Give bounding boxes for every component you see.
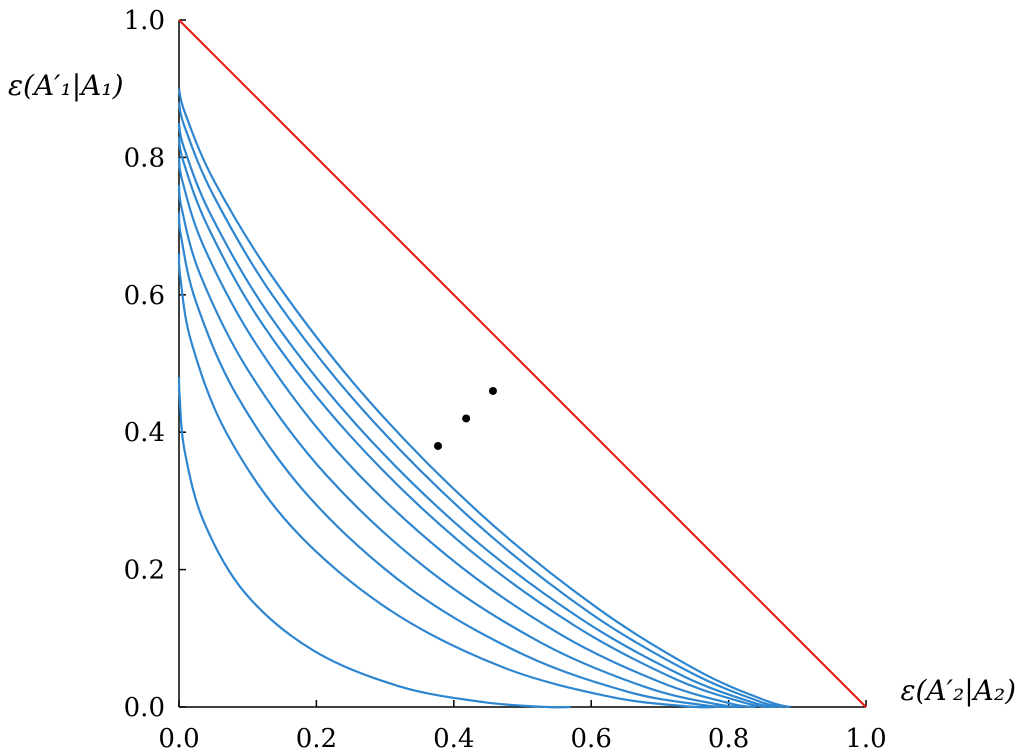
- y-tick-label: 0.8: [124, 143, 165, 173]
- y-tick-label: 0.4: [124, 418, 165, 448]
- curve: [178, 19, 867, 708]
- curve: [177, 88, 791, 709]
- point: [462, 414, 471, 423]
- point: [488, 386, 497, 395]
- x-tick-label: 0.4: [433, 724, 474, 754]
- curve: [177, 253, 715, 709]
- x-tick-label: 0.2: [296, 724, 337, 754]
- curve: [177, 136, 771, 709]
- curve: [177, 212, 729, 709]
- curve: [177, 377, 571, 709]
- x-axis-label: ε(A′₂|A₂): [900, 674, 1016, 707]
- x-tick-label: 0.8: [708, 724, 749, 754]
- y-tick-label: 0.6: [124, 281, 165, 311]
- x-tick-label: 0.6: [571, 724, 612, 754]
- y-tick-label: 0.2: [124, 556, 165, 586]
- point: [433, 441, 442, 450]
- y-axis-label: ε(A′₁|A₁): [8, 69, 124, 102]
- curve: [177, 184, 743, 709]
- curve: [177, 102, 784, 709]
- y-tick-label: 0.0: [124, 693, 165, 723]
- x-tick-label: 1.0: [845, 724, 886, 754]
- x-tick-label: 0.0: [158, 724, 199, 754]
- curve: [177, 157, 757, 709]
- y-tick-label: 1.0: [124, 6, 165, 36]
- curve: [177, 122, 777, 709]
